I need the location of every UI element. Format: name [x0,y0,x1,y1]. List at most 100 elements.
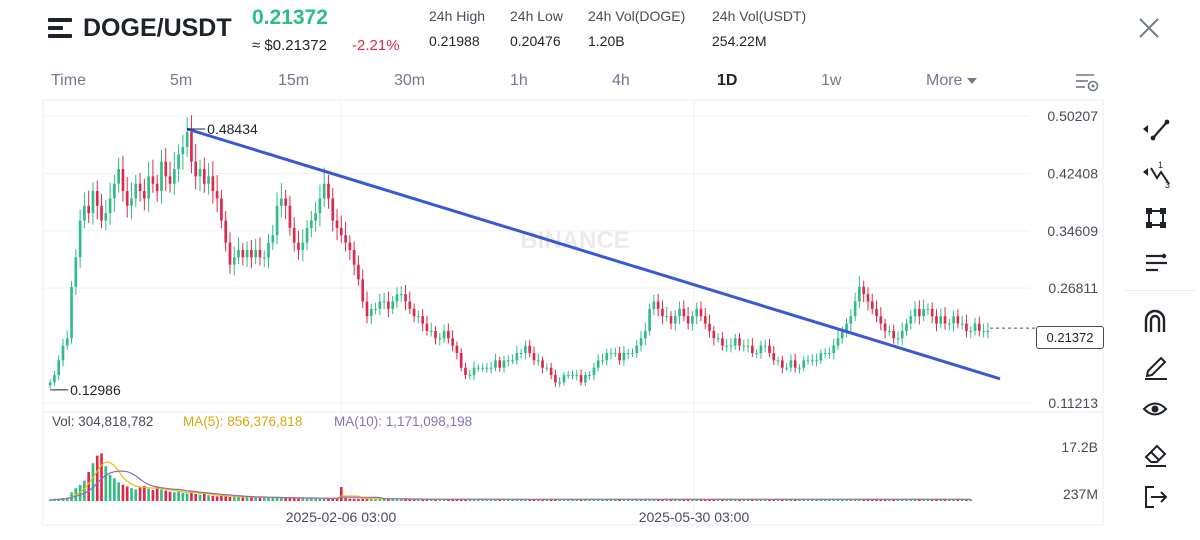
volume-bar [164,490,168,501]
tab-15m[interactable]: 15m [278,72,310,89]
volume-bar [155,487,159,501]
volume-bar [143,485,146,501]
candle-body [515,353,519,361]
tab-1w[interactable]: 1w [821,72,842,89]
volume-bar [772,499,776,501]
volume-bar [643,499,647,501]
volume-bar [609,499,613,501]
volume-bar [172,492,176,501]
fibonacci-icon[interactable]: 1 3 [1140,158,1170,188]
candle-body [614,353,617,355]
volume-bar [511,499,514,501]
volume-bar [451,499,454,501]
tab-time[interactable]: Time [51,72,86,89]
candle-body [121,168,125,192]
rectangle-icon[interactable] [1140,202,1170,232]
volume-bar [301,498,305,501]
candle-body [618,353,621,361]
close-icon[interactable] [1135,14,1163,42]
approx-price: ≈ $0.21372 [252,37,327,54]
volume-bar [746,499,750,501]
volume-bar [100,453,103,501]
volume-bar [177,491,180,501]
candle-body [318,198,322,214]
candle-body [91,191,95,214]
candle-body [922,308,925,317]
volume-bar [519,499,523,501]
volume-bar [271,498,275,501]
chart-area[interactable]: BINANCE 0.48434 0.12986 0.50207 0.42408 0.3… [0,96,1110,536]
volume-bar [781,499,784,501]
volume-bar [369,498,373,501]
eraser-icon[interactable] [1140,438,1170,468]
candle-body [691,316,694,324]
more-dropdown[interactable]: More [926,72,978,90]
volume-bar [639,499,643,501]
tab-1h[interactable]: 1h [510,72,528,89]
text-lines-icon[interactable] [1140,246,1170,276]
volume-bar [489,499,493,501]
candle-body [241,249,245,258]
price-axis-label: 0.42408 [1047,165,1098,181]
menu-icon[interactable] [48,18,72,38]
volume-bar [900,499,904,501]
candle-body [211,176,215,192]
volume-bar [481,499,484,501]
volume-bar [292,498,296,501]
chart-settings-icon[interactable] [1074,70,1100,94]
candle-body [849,316,853,324]
tab-30m[interactable]: 30m [394,72,426,89]
candle-body [661,308,664,317]
volume-bar [327,498,330,501]
candle-body [900,330,904,339]
candle-body [969,330,973,332]
magnet-icon[interactable] [1140,306,1170,336]
volume-bar [849,499,853,501]
chart-frame [42,99,1104,526]
candle-body [652,301,656,309]
candlestick-chart[interactable]: BINANCE 0.48434 0.12986 0.50207 0.42408 0.3… [0,96,1110,536]
volume-bar [258,496,262,501]
candle-body [939,316,943,324]
eye-icon[interactable] [1140,394,1170,424]
volume-bar [712,499,716,501]
candle-body [798,367,801,369]
price-axis-label: 0.11213 [1048,395,1098,411]
volume-bar [168,491,172,501]
volume-bar [241,497,245,501]
volume-bar [48,499,52,501]
candle-body [519,353,523,355]
vol-stat: Vol: 304,818,782 [52,414,153,429]
trend-line [186,127,1001,381]
volume-bar [455,499,459,501]
candle-body [635,345,639,354]
candle-body [310,220,313,228]
exit-icon[interactable] [1140,482,1170,512]
candle-body [802,360,806,368]
candle-body [806,360,810,362]
candle-body [562,375,566,383]
candle-body [417,316,420,318]
candle-body [198,168,202,177]
tab-5m[interactable]: 5m [170,72,193,89]
volume-bar [412,499,416,501]
candle-body [327,183,330,199]
tab-1d[interactable]: 1D [717,72,738,89]
pair-name[interactable]: DOGE/USDT [83,14,232,42]
volume-bar [755,499,758,501]
volume-bar [935,499,938,501]
tab-4h[interactable]: 4h [612,72,630,89]
candle-body [601,360,604,362]
volume-bar [883,499,887,501]
candle-body [686,316,690,324]
stat-24h-high: 24h High 0.21988 [429,8,485,49]
pencil-icon[interactable] [1140,350,1170,380]
candle-body [164,161,168,177]
volume-bar [87,471,91,501]
candle-body [168,176,172,184]
volume-bar [721,499,724,501]
trend-line-icon[interactable] [1140,114,1170,144]
volume-bar [335,498,339,501]
volume-bar [558,499,562,501]
candle-body [695,308,699,317]
